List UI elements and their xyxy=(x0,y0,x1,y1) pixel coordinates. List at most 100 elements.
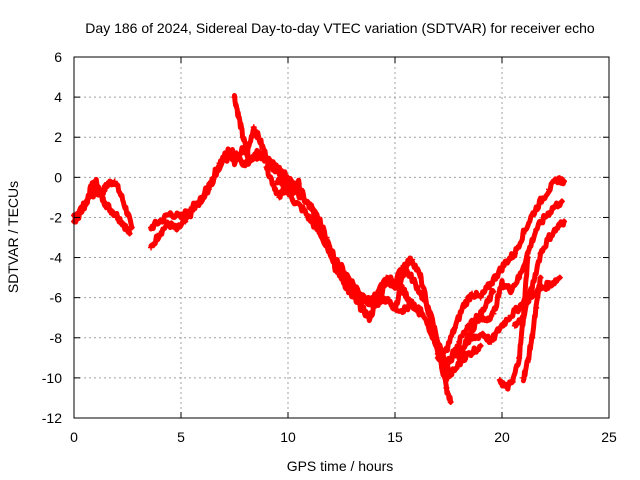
y-tick-label: -6 xyxy=(50,290,63,306)
data-point-marker xyxy=(496,376,503,383)
data-point-marker xyxy=(548,280,555,287)
data-point-marker xyxy=(314,214,321,221)
data-point-marker xyxy=(469,348,476,355)
data-point-marker xyxy=(107,206,114,213)
data-point-marker xyxy=(105,180,112,187)
chart-title: Day 186 of 2024, Sidereal Day-to-day VTE… xyxy=(85,20,595,36)
data-point-marker xyxy=(477,294,484,301)
series-track-15 xyxy=(511,218,568,329)
data-point-marker xyxy=(257,138,264,145)
data-point-marker xyxy=(186,206,193,213)
data-point-marker xyxy=(240,134,247,141)
data-point-marker xyxy=(404,294,411,301)
data-point-marker xyxy=(494,270,501,277)
data-point-marker xyxy=(366,314,373,321)
data-point-marker xyxy=(79,204,86,211)
data-point-marker xyxy=(554,224,561,231)
y-axis-label: SDTVAR / TECUs xyxy=(5,181,21,293)
data-point-marker xyxy=(481,304,488,311)
data-point-marker xyxy=(248,154,255,161)
x-tick-label: 20 xyxy=(494,429,510,445)
data-point-marker xyxy=(374,290,381,297)
data-point-marker xyxy=(148,224,155,231)
y-tick-label: -10 xyxy=(42,370,62,386)
data-point-marker xyxy=(222,154,229,161)
data-point-marker xyxy=(499,280,505,287)
series-track-7 xyxy=(274,176,452,373)
data-point-marker xyxy=(516,354,523,361)
y-tick-label: -8 xyxy=(50,330,63,346)
data-point-marker xyxy=(537,274,544,281)
data-point-marker xyxy=(469,290,476,297)
data-point-marker xyxy=(434,344,441,351)
data-point-marker xyxy=(541,214,548,221)
data-point-marker xyxy=(400,262,407,269)
data-point-marker xyxy=(477,342,484,349)
data-point-marker xyxy=(496,324,503,331)
data-point-marker xyxy=(366,298,373,305)
data-point-marker xyxy=(156,218,163,225)
data-point-marker xyxy=(323,234,330,241)
series-track-2 xyxy=(71,187,133,237)
data-point-marker xyxy=(516,274,523,281)
data-point-marker xyxy=(546,186,553,193)
data-point-marker xyxy=(385,298,392,305)
series-track-13 xyxy=(456,287,497,362)
data-point-marker xyxy=(263,164,270,171)
y-tick-label: 2 xyxy=(54,129,62,145)
data-point-marker xyxy=(533,304,540,311)
x-tick-label: 10 xyxy=(280,429,296,445)
data-point-marker xyxy=(456,354,463,361)
data-point-marker xyxy=(505,314,512,321)
data-point-marker xyxy=(173,226,180,233)
data-point-marker xyxy=(524,254,531,261)
data-point-marker xyxy=(479,330,486,337)
x-tick-label: 25 xyxy=(601,429,617,445)
data-point-marker xyxy=(554,176,561,183)
data-point-marker xyxy=(205,186,212,193)
data-point-marker xyxy=(451,366,458,373)
data-point-marker xyxy=(558,198,565,205)
data-point-marker xyxy=(317,230,324,237)
data-point-marker xyxy=(460,302,467,309)
data-point-marker xyxy=(520,374,527,381)
data-point-marker xyxy=(561,178,568,185)
data-point-marker xyxy=(88,184,95,191)
data-point-marker xyxy=(447,398,454,405)
data-point-marker xyxy=(235,114,242,121)
data-point-marker xyxy=(270,164,277,171)
data-point-marker xyxy=(550,204,557,211)
data-point-marker xyxy=(473,318,480,325)
data-point-marker xyxy=(244,150,251,157)
data-point-marker xyxy=(524,358,531,365)
data-point-marker xyxy=(546,234,553,241)
data-point-marker xyxy=(113,212,120,219)
y-tick-label: 4 xyxy=(54,89,62,105)
series-track-10 xyxy=(434,175,568,363)
data-point-marker xyxy=(528,212,535,219)
y-tick-label: -12 xyxy=(42,410,62,426)
series-line xyxy=(392,301,454,405)
data-point-marker xyxy=(556,274,563,281)
data-point-marker xyxy=(214,166,221,173)
data-point-marker xyxy=(417,308,424,315)
data-point-marker xyxy=(126,230,133,237)
x-tick-label: 15 xyxy=(387,429,403,445)
data-point-marker xyxy=(537,198,544,205)
data-point-marker xyxy=(92,178,99,185)
series-line xyxy=(439,198,565,372)
series-line xyxy=(456,287,496,362)
data-point-marker xyxy=(165,220,172,227)
data-point-marker xyxy=(511,250,518,257)
series-track-8 xyxy=(306,203,484,383)
data-point-marker xyxy=(178,214,184,221)
data-point-marker xyxy=(295,180,302,187)
data-point-marker xyxy=(537,250,544,257)
data-point-marker xyxy=(359,306,366,313)
data-point-marker xyxy=(426,310,433,317)
data-point-marker xyxy=(507,286,514,293)
series-track-16 xyxy=(520,274,544,384)
data-point-marker xyxy=(520,314,527,321)
data-point-marker xyxy=(299,206,306,213)
